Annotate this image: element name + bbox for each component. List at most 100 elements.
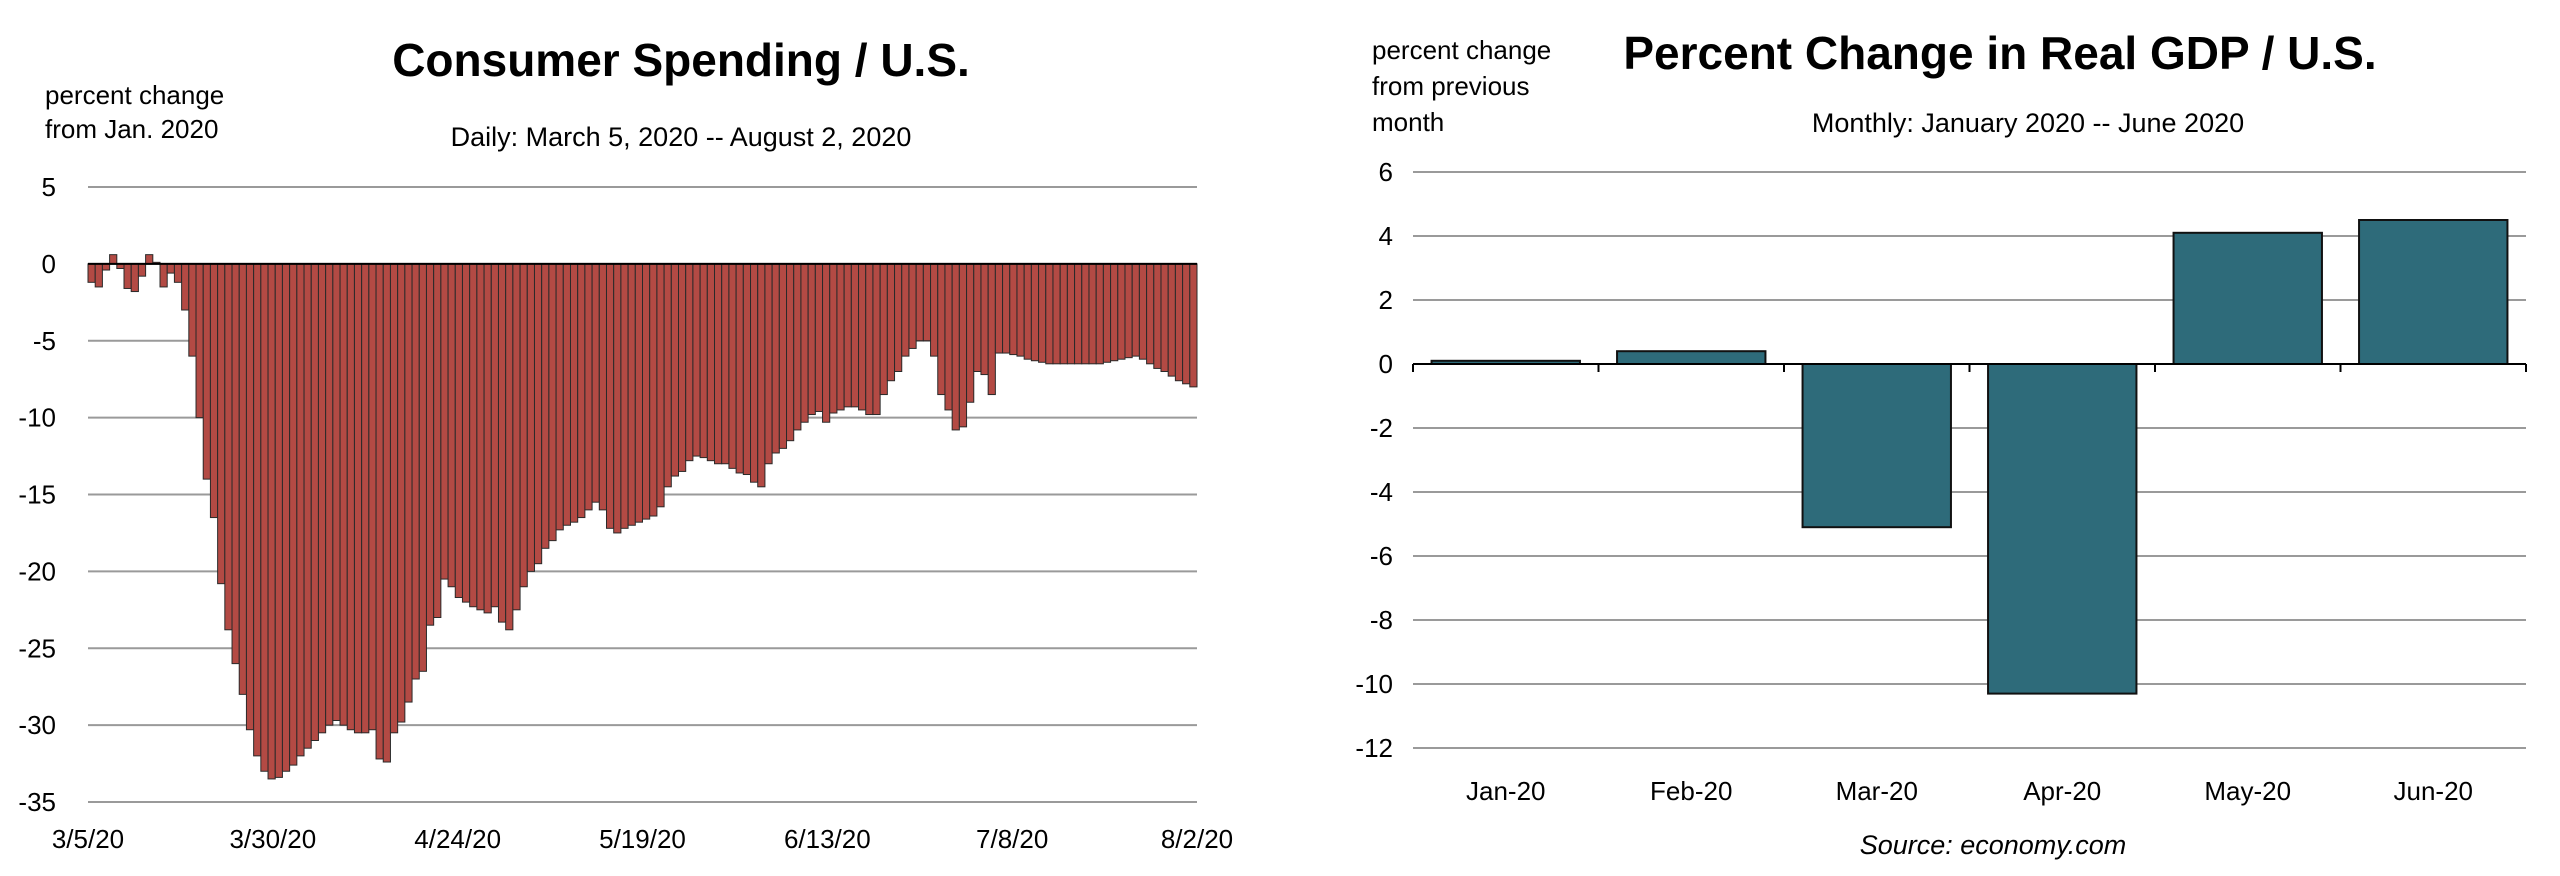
left-bar	[865, 263, 874, 416]
left-bar	[1088, 263, 1097, 365]
left-bar	[382, 263, 391, 763]
left-bar	[822, 263, 831, 423]
right-y-axis-label-line-1: percent change	[1372, 35, 1551, 65]
right-x-tick-label: Apr-20	[2023, 776, 2101, 806]
left-bar	[879, 263, 888, 396]
left-bar	[231, 263, 240, 665]
left-bar	[490, 263, 499, 608]
right-x-tick-label: Jun-20	[2394, 776, 2474, 806]
left-bar	[569, 263, 579, 523]
left-x-tick-label: 6/13/20	[784, 824, 871, 854]
left-bar	[166, 263, 175, 274]
left-bar	[519, 263, 528, 588]
left-bar	[418, 263, 427, 672]
right-y-axis-label-line-2: from previous	[1372, 71, 1530, 101]
left-bar	[922, 263, 932, 342]
left-bar	[721, 263, 730, 465]
left-bar	[253, 263, 262, 757]
left-bar	[1110, 263, 1119, 362]
left-bar	[1131, 263, 1140, 357]
left-bar	[980, 263, 989, 376]
left-bar	[987, 263, 996, 396]
left-bar	[584, 263, 593, 511]
left-x-tick-label: 4/24/20	[414, 824, 501, 854]
left-y-tick-label: -15	[18, 480, 56, 510]
right-gridlines	[1413, 171, 2526, 749]
left-bar	[598, 263, 607, 511]
left-bar	[469, 263, 478, 608]
left-bar	[1153, 263, 1162, 369]
left-bar	[577, 263, 586, 519]
left-bar	[966, 263, 975, 403]
left-bar	[361, 263, 370, 734]
left-bar	[296, 263, 305, 757]
left-bar	[1016, 263, 1025, 357]
left-bar	[433, 263, 442, 618]
left-bar	[533, 263, 543, 565]
left-bar	[325, 263, 334, 726]
left-bar	[353, 263, 363, 734]
left-bar	[829, 263, 838, 414]
left-bar	[317, 263, 327, 734]
left-bar	[267, 263, 276, 780]
left-bar	[109, 254, 118, 265]
left-bar	[303, 263, 312, 749]
left-bar	[843, 263, 852, 408]
left-y-tick-label: -10	[18, 403, 56, 433]
left-bar	[649, 263, 658, 517]
left-y-tick-label: -35	[18, 787, 56, 817]
left-bar	[814, 263, 824, 412]
left-bar	[706, 263, 716, 462]
left-bar	[476, 263, 485, 611]
right-y-tick-label: 0	[1379, 349, 1393, 379]
left-bar	[526, 263, 535, 572]
left-bar	[678, 263, 687, 472]
left-bar	[137, 263, 147, 277]
right-bars	[1412, 219, 2527, 695]
left-bar	[757, 263, 766, 488]
left-bar	[173, 263, 183, 283]
left-bar	[735, 263, 744, 474]
right-y-axis-label-line-3: month	[1372, 107, 1444, 137]
right-x-tick-label: Mar-20	[1836, 776, 1918, 806]
left-bar	[836, 263, 845, 411]
left-bar	[894, 263, 903, 372]
left-bar	[1095, 263, 1104, 365]
left-y-tick-label: 5	[42, 172, 56, 202]
left-bar	[771, 263, 780, 454]
right-bar	[2358, 219, 2509, 365]
left-bar	[159, 263, 168, 288]
left-bar	[613, 263, 622, 534]
left-bar	[238, 263, 247, 695]
left-bar	[670, 263, 680, 477]
left-bar	[591, 263, 600, 503]
left-bar	[800, 263, 809, 423]
left-bar	[1081, 263, 1090, 365]
left-x-tick-label: 3/5/20	[52, 824, 124, 854]
left-bar	[699, 263, 708, 459]
left-bar	[461, 263, 471, 603]
left-bar	[793, 263, 802, 431]
left-bar	[1030, 263, 1040, 362]
left-bar	[289, 263, 298, 766]
right-y-tick-label: -2	[1370, 413, 1393, 443]
left-bar	[555, 263, 564, 531]
left-bar	[209, 263, 219, 519]
right-chart-subtitle: Monthly: January 2020 -- June 2020	[1812, 108, 2244, 138]
left-chart-title: Consumer Spending / U.S.	[392, 34, 970, 86]
left-bar	[1066, 263, 1076, 365]
right-bar	[2172, 231, 2323, 365]
left-bar	[994, 263, 1004, 354]
left-bar	[1023, 263, 1032, 360]
left-bar	[901, 263, 910, 357]
left-bar	[778, 263, 788, 449]
left-y-tick-label: 0	[42, 249, 56, 279]
left-bar	[750, 263, 759, 483]
left-bar	[548, 263, 557, 542]
left-bar	[188, 263, 197, 357]
left-bar	[850, 263, 860, 408]
left-bar	[930, 263, 939, 357]
left-bar	[274, 263, 283, 778]
left-bar	[541, 263, 550, 549]
